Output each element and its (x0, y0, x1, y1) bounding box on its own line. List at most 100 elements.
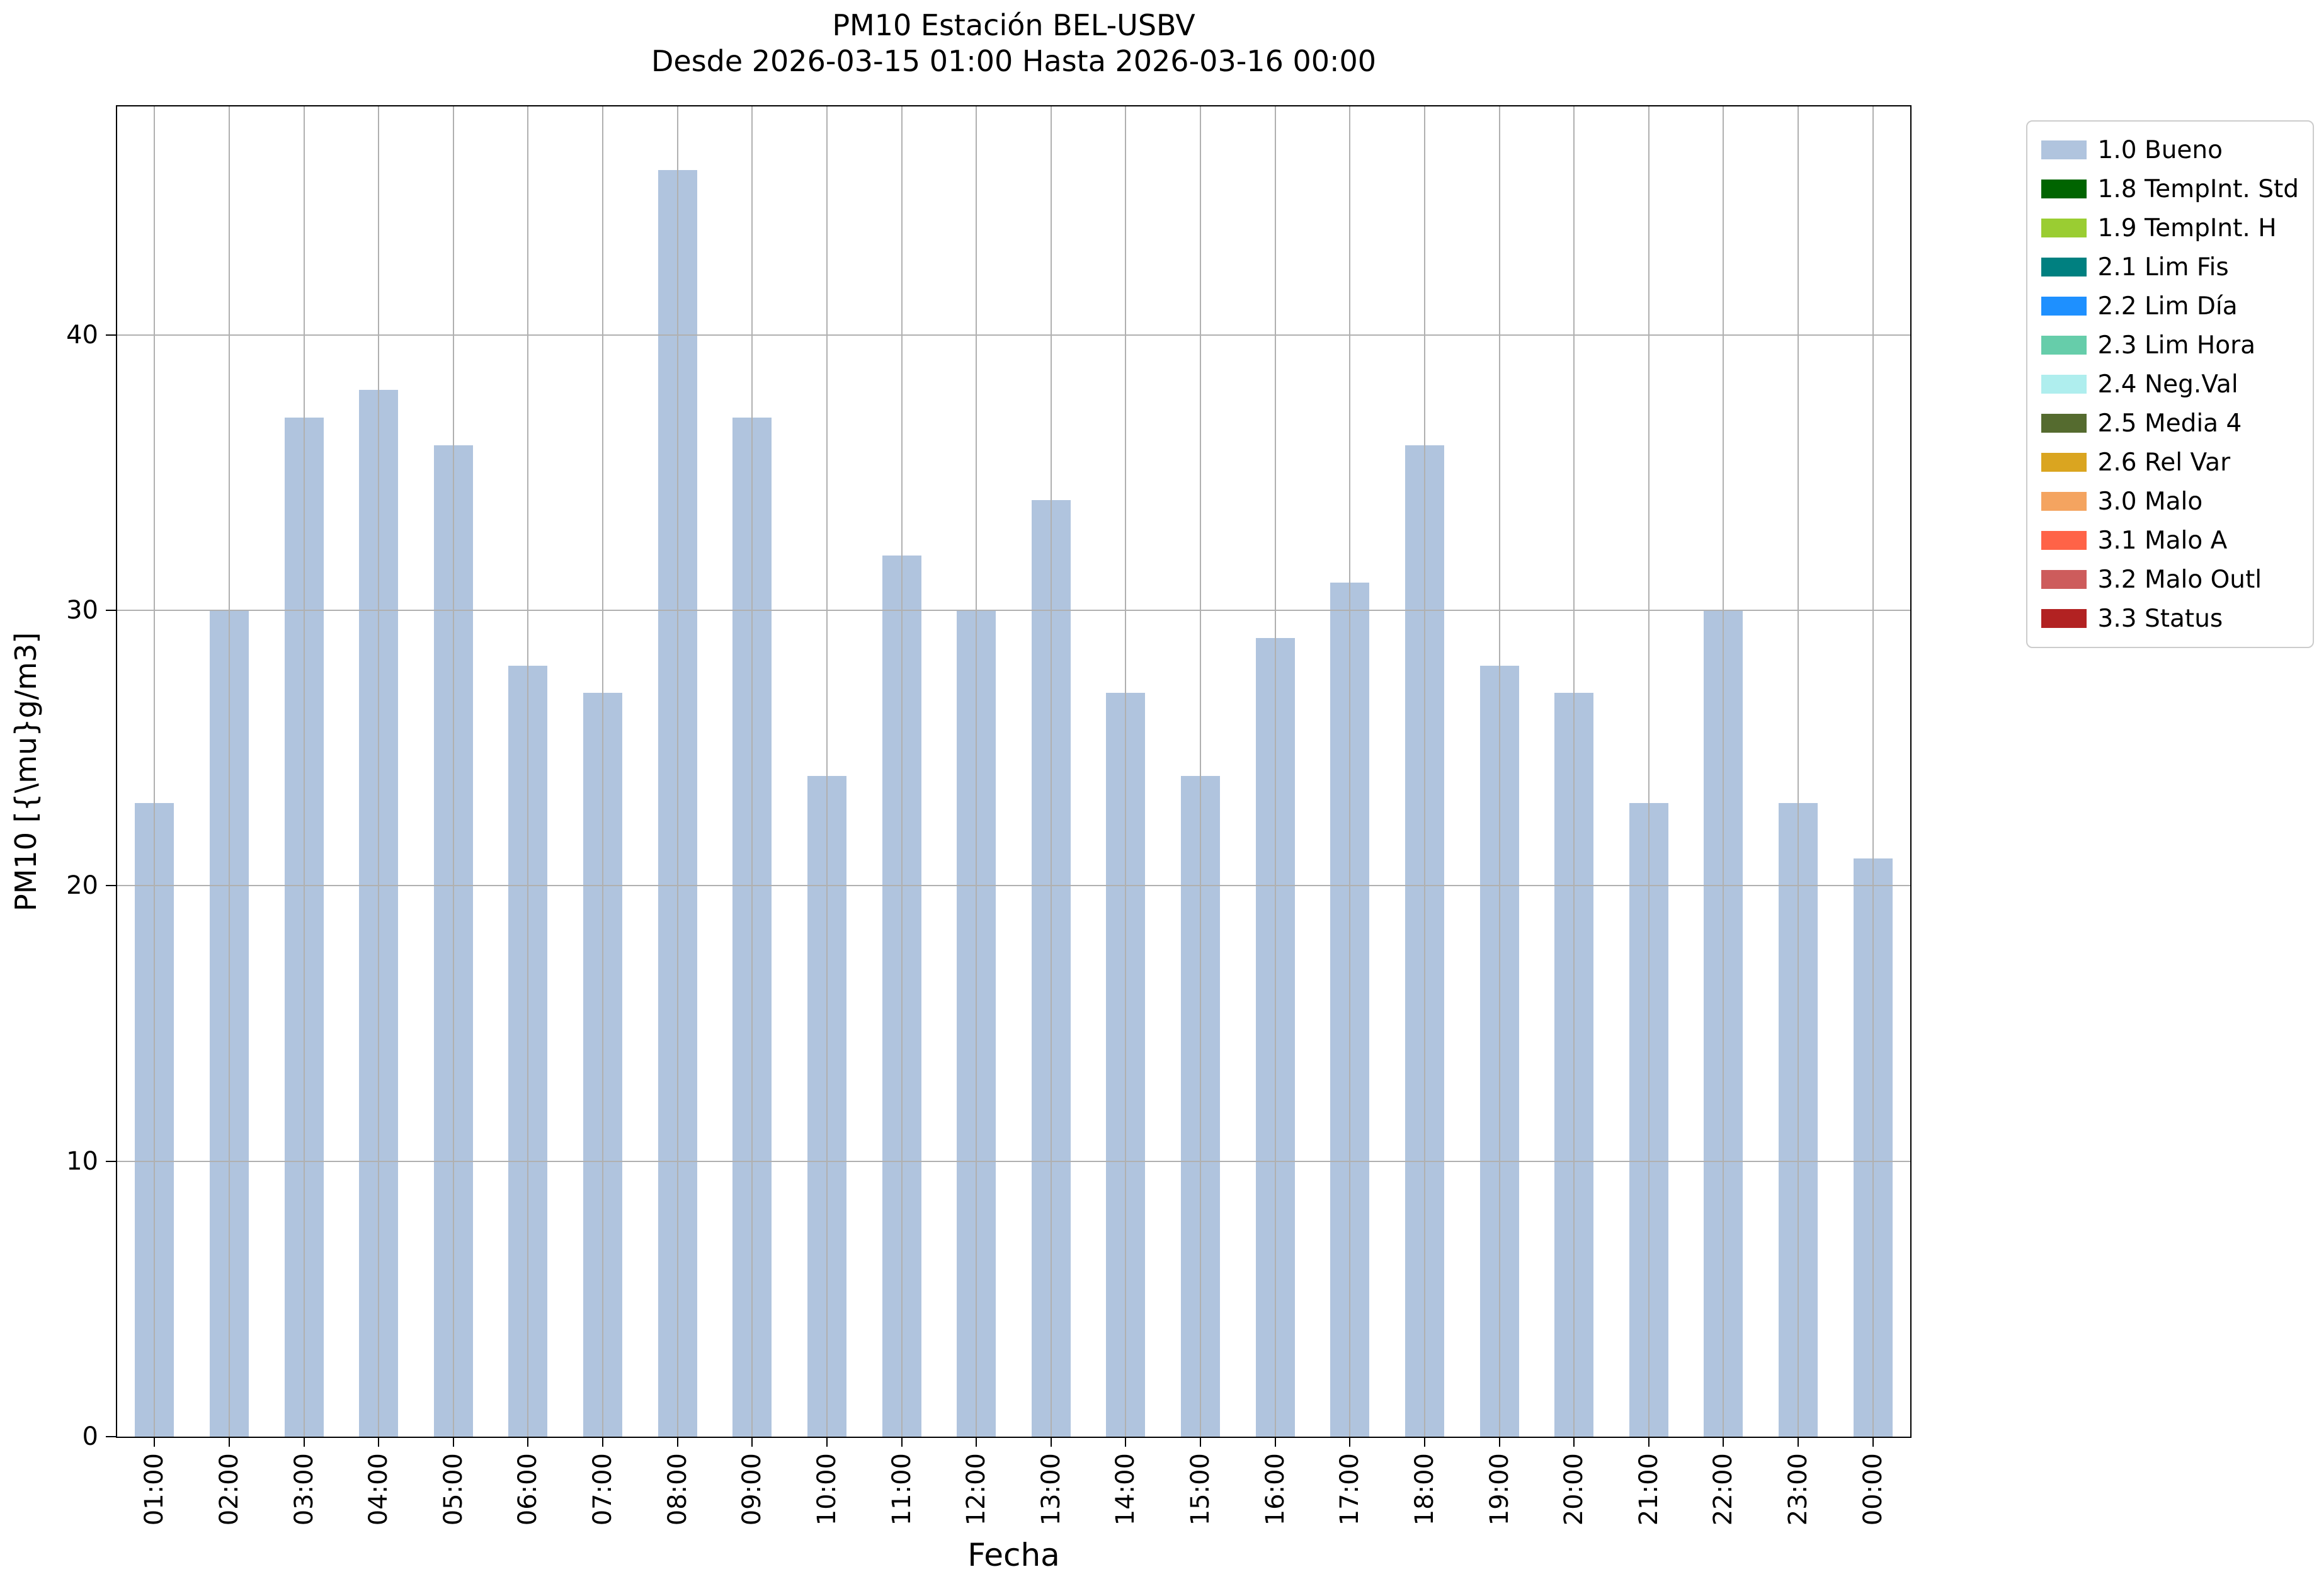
x-tick-label: 06:00 (513, 1453, 543, 1526)
x-tick-mark (976, 1437, 977, 1447)
legend-swatch (2041, 609, 2087, 628)
x-tick-mark (1274, 1437, 1276, 1447)
gridline-vertical (1573, 106, 1575, 1437)
plot-area (116, 105, 1912, 1438)
x-tick-label: 20:00 (1559, 1453, 1589, 1526)
gridline-vertical (1872, 106, 1874, 1437)
x-tick-label: 16:00 (1260, 1453, 1290, 1526)
legend-label: 3.3 Status (2097, 604, 2223, 633)
x-tick-label: 22:00 (1709, 1453, 1738, 1526)
legend-label: 2.2 Lim Día (2097, 292, 2238, 321)
gridline-vertical (154, 106, 156, 1437)
x-tick-label: 18:00 (1410, 1453, 1439, 1526)
x-tick-label: 10:00 (812, 1453, 841, 1526)
legend-label: 1.8 TempInt. Std (2097, 174, 2299, 203)
x-tick-label: 03:00 (289, 1453, 319, 1526)
x-axis-label: Fecha (967, 1537, 1060, 1573)
x-tick-mark (228, 1437, 230, 1447)
legend-item: 3.0 Malo (2041, 482, 2299, 521)
x-tick-mark (901, 1437, 903, 1447)
x-tick-mark (452, 1437, 454, 1447)
x-tick-mark (1349, 1437, 1351, 1447)
legend-label: 3.1 Malo A (2097, 526, 2228, 555)
legend-item: 2.1 Lim Fis (2041, 248, 2299, 287)
chart-title-line1: PM10 Estación BEL-USBV (832, 8, 1195, 42)
legend-item: 1.0 Bueno (2041, 130, 2299, 169)
legend-swatch (2041, 492, 2087, 511)
x-tick-label: 07:00 (588, 1453, 618, 1526)
x-tick-label: 08:00 (663, 1453, 692, 1526)
gridline-vertical (1498, 106, 1500, 1437)
x-tick-label: 00:00 (1858, 1453, 1888, 1526)
gridline-vertical (676, 106, 678, 1437)
legend-label: 1.0 Bueno (2097, 135, 2223, 164)
gridline-horizontal (117, 1160, 1910, 1162)
legend-swatch (2041, 336, 2087, 355)
gridline-vertical (228, 106, 230, 1437)
x-tick-mark (602, 1437, 604, 1447)
legend-label: 2.3 Lim Hora (2097, 331, 2256, 360)
y-tick-label: 0 (82, 1422, 98, 1451)
x-tick-mark (1423, 1437, 1425, 1447)
y-tick-mark (106, 1436, 116, 1437)
gridline-horizontal (117, 334, 1910, 336)
gridline-vertical (602, 106, 604, 1437)
x-tick-label: 01:00 (140, 1453, 169, 1526)
y-tick-mark (106, 1160, 116, 1162)
x-tick-mark (1872, 1437, 1874, 1447)
gridline-vertical (378, 106, 380, 1437)
x-tick-label: 19:00 (1484, 1453, 1514, 1526)
y-tick-label: 40 (66, 320, 98, 350)
legend-swatch (2041, 375, 2087, 394)
chart-title-line2: Desde 2026-03-15 01:00 Hasta 2026-03-16 … (651, 44, 1377, 78)
gridline-vertical (1050, 106, 1052, 1437)
x-tick-mark (378, 1437, 380, 1447)
x-tick-label: 04:00 (364, 1453, 394, 1526)
legend-item: 2.6 Rel Var (2041, 443, 2299, 482)
legend-swatch (2041, 219, 2087, 237)
legend-item: 2.4 Neg.Val (2041, 365, 2299, 404)
legend-swatch (2041, 180, 2087, 198)
y-tick-label: 10 (66, 1146, 98, 1176)
x-tick-label: 05:00 (438, 1453, 468, 1526)
gridline-vertical (1798, 106, 1799, 1437)
legend-item: 3.3 Status (2041, 599, 2299, 638)
x-tick-mark (1200, 1437, 1202, 1447)
x-tick-label: 13:00 (1036, 1453, 1066, 1526)
legend-item: 1.8 TempInt. Std (2041, 169, 2299, 208)
chart-title: PM10 Estación BEL-USBV Desde 2026-03-15 … (116, 8, 1912, 79)
gridline-vertical (1274, 106, 1276, 1437)
legend-item: 2.3 Lim Hora (2041, 326, 2299, 365)
legend-item: 3.2 Malo Outl (2041, 560, 2299, 599)
gridline-vertical (1723, 106, 1724, 1437)
legend-swatch (2041, 258, 2087, 276)
gridline-vertical (901, 106, 903, 1437)
x-tick-mark (303, 1437, 305, 1447)
x-tick-mark (1573, 1437, 1575, 1447)
x-tick-label: 17:00 (1335, 1453, 1365, 1526)
legend-label: 2.6 Rel Var (2097, 448, 2231, 477)
legend: 1.0 Bueno 1.8 TempInt. Std 1.9 TempInt. H 2… (2026, 120, 2314, 648)
x-tick-mark (676, 1437, 678, 1447)
x-tick-label: 02:00 (214, 1453, 244, 1526)
gridline-vertical (1125, 106, 1127, 1437)
legend-item: 2.2 Lim Día (2041, 287, 2299, 326)
x-tick-label: 11:00 (887, 1453, 916, 1526)
gridline-horizontal (117, 885, 1910, 887)
y-tick-mark (106, 610, 116, 612)
gridline-vertical (527, 106, 529, 1437)
gridline-vertical (1200, 106, 1202, 1437)
legend-label: 1.9 TempInt. H (2097, 214, 2277, 242)
gridline-vertical (1349, 106, 1351, 1437)
gridline-vertical (751, 106, 753, 1437)
y-tick-mark (106, 885, 116, 887)
y-axis-label: PM10 [{\mu}g/m3] (9, 632, 43, 911)
legend-item: 3.1 Malo A (2041, 521, 2299, 560)
gridline-vertical (1648, 106, 1650, 1437)
x-tick-label: 15:00 (1186, 1453, 1216, 1526)
legend-label: 2.1 Lim Fis (2097, 253, 2229, 282)
x-tick-mark (1125, 1437, 1127, 1447)
legend-label: 2.5 Media 4 (2097, 409, 2242, 438)
legend-item: 2.5 Media 4 (2041, 404, 2299, 443)
